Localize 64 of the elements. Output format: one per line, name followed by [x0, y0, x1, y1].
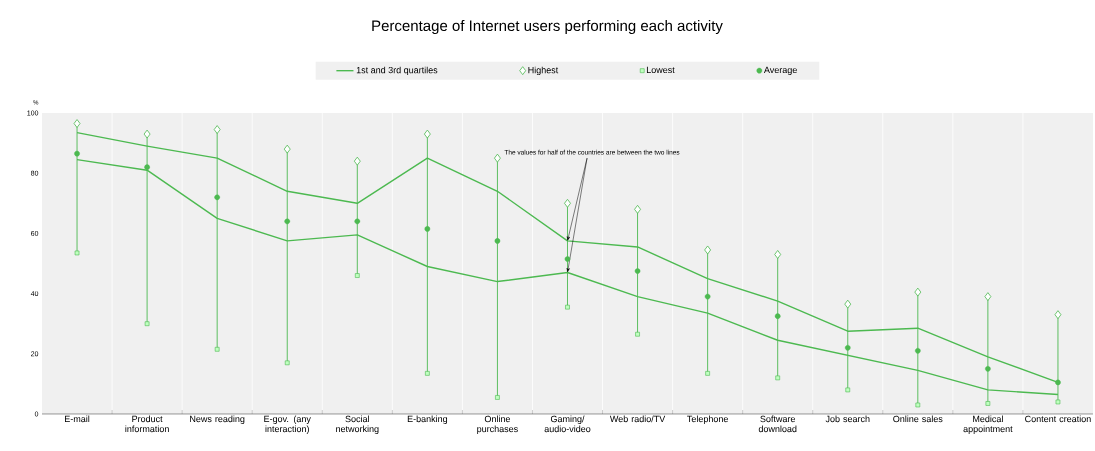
point: [284, 218, 291, 225]
point: [564, 256, 571, 262]
chart-title: Percentage of Internet users performing each activity: [372, 20, 723, 34]
x-tick-label: Job search: [825, 415, 870, 423]
point: [1055, 379, 1061, 386]
point: [774, 250, 782, 259]
point: [74, 150, 80, 157]
legend-label: Average: [763, 66, 797, 75]
x-tick-label: Medical appointment: [963, 415, 1013, 434]
point: [985, 401, 991, 406]
x-tick-label: Content creation: [1025, 415, 1091, 423]
point: [424, 226, 431, 232]
point: [494, 238, 501, 244]
point: [1054, 310, 1062, 320]
point: [704, 245, 712, 255]
point: [844, 344, 851, 351]
point: [914, 287, 922, 297]
point: [425, 371, 430, 376]
x-tick-label: Software download: [758, 415, 797, 433]
point: [775, 375, 780, 381]
x-tick-label: News reading: [190, 415, 245, 424]
x-tick-label: E-mail: [65, 415, 90, 423]
point: [704, 293, 711, 300]
x-tick-label: Online purchases: [477, 415, 518, 434]
point: [355, 273, 360, 278]
point: [984, 292, 992, 302]
point: [705, 371, 710, 376]
point: [844, 299, 852, 309]
x-tick-label: Telephone: [687, 415, 728, 424]
x-tick-label: Web radio/TV: [609, 415, 666, 423]
x-tick-label: Gaming/ audio-video: [544, 415, 591, 433]
x-tick-label: Social networking: [336, 415, 379, 434]
legend-label: Highest: [528, 66, 559, 76]
point: [283, 144, 291, 154]
point: [143, 129, 151, 139]
point: [353, 156, 361, 166]
point: [73, 119, 81, 128]
point: [213, 125, 221, 134]
point: [634, 268, 641, 274]
point: [774, 313, 781, 319]
point: [915, 347, 921, 354]
x-tick-label: Online sales: [893, 415, 943, 423]
point: [985, 366, 991, 372]
point: [284, 360, 290, 366]
point: [915, 402, 921, 408]
point: [423, 129, 431, 139]
point: [845, 387, 851, 393]
point: [494, 153, 501, 163]
point: [214, 346, 220, 352]
point: [635, 331, 640, 337]
point: [634, 204, 641, 214]
point: [495, 395, 500, 400]
legend-label: Lowest: [646, 66, 675, 74]
point: [74, 250, 80, 256]
x-tick-label: Product information: [125, 415, 169, 433]
point: [565, 304, 570, 310]
legend-label: 1st and 3rd quartiles: [356, 66, 438, 76]
x-tick-label: E-gov. (any interaction): [264, 415, 311, 434]
point: [1055, 399, 1061, 405]
point: [144, 164, 150, 170]
point: [144, 321, 150, 326]
point: [564, 198, 571, 208]
x-tick-label: E-banking: [407, 415, 448, 424]
point: [354, 218, 361, 225]
